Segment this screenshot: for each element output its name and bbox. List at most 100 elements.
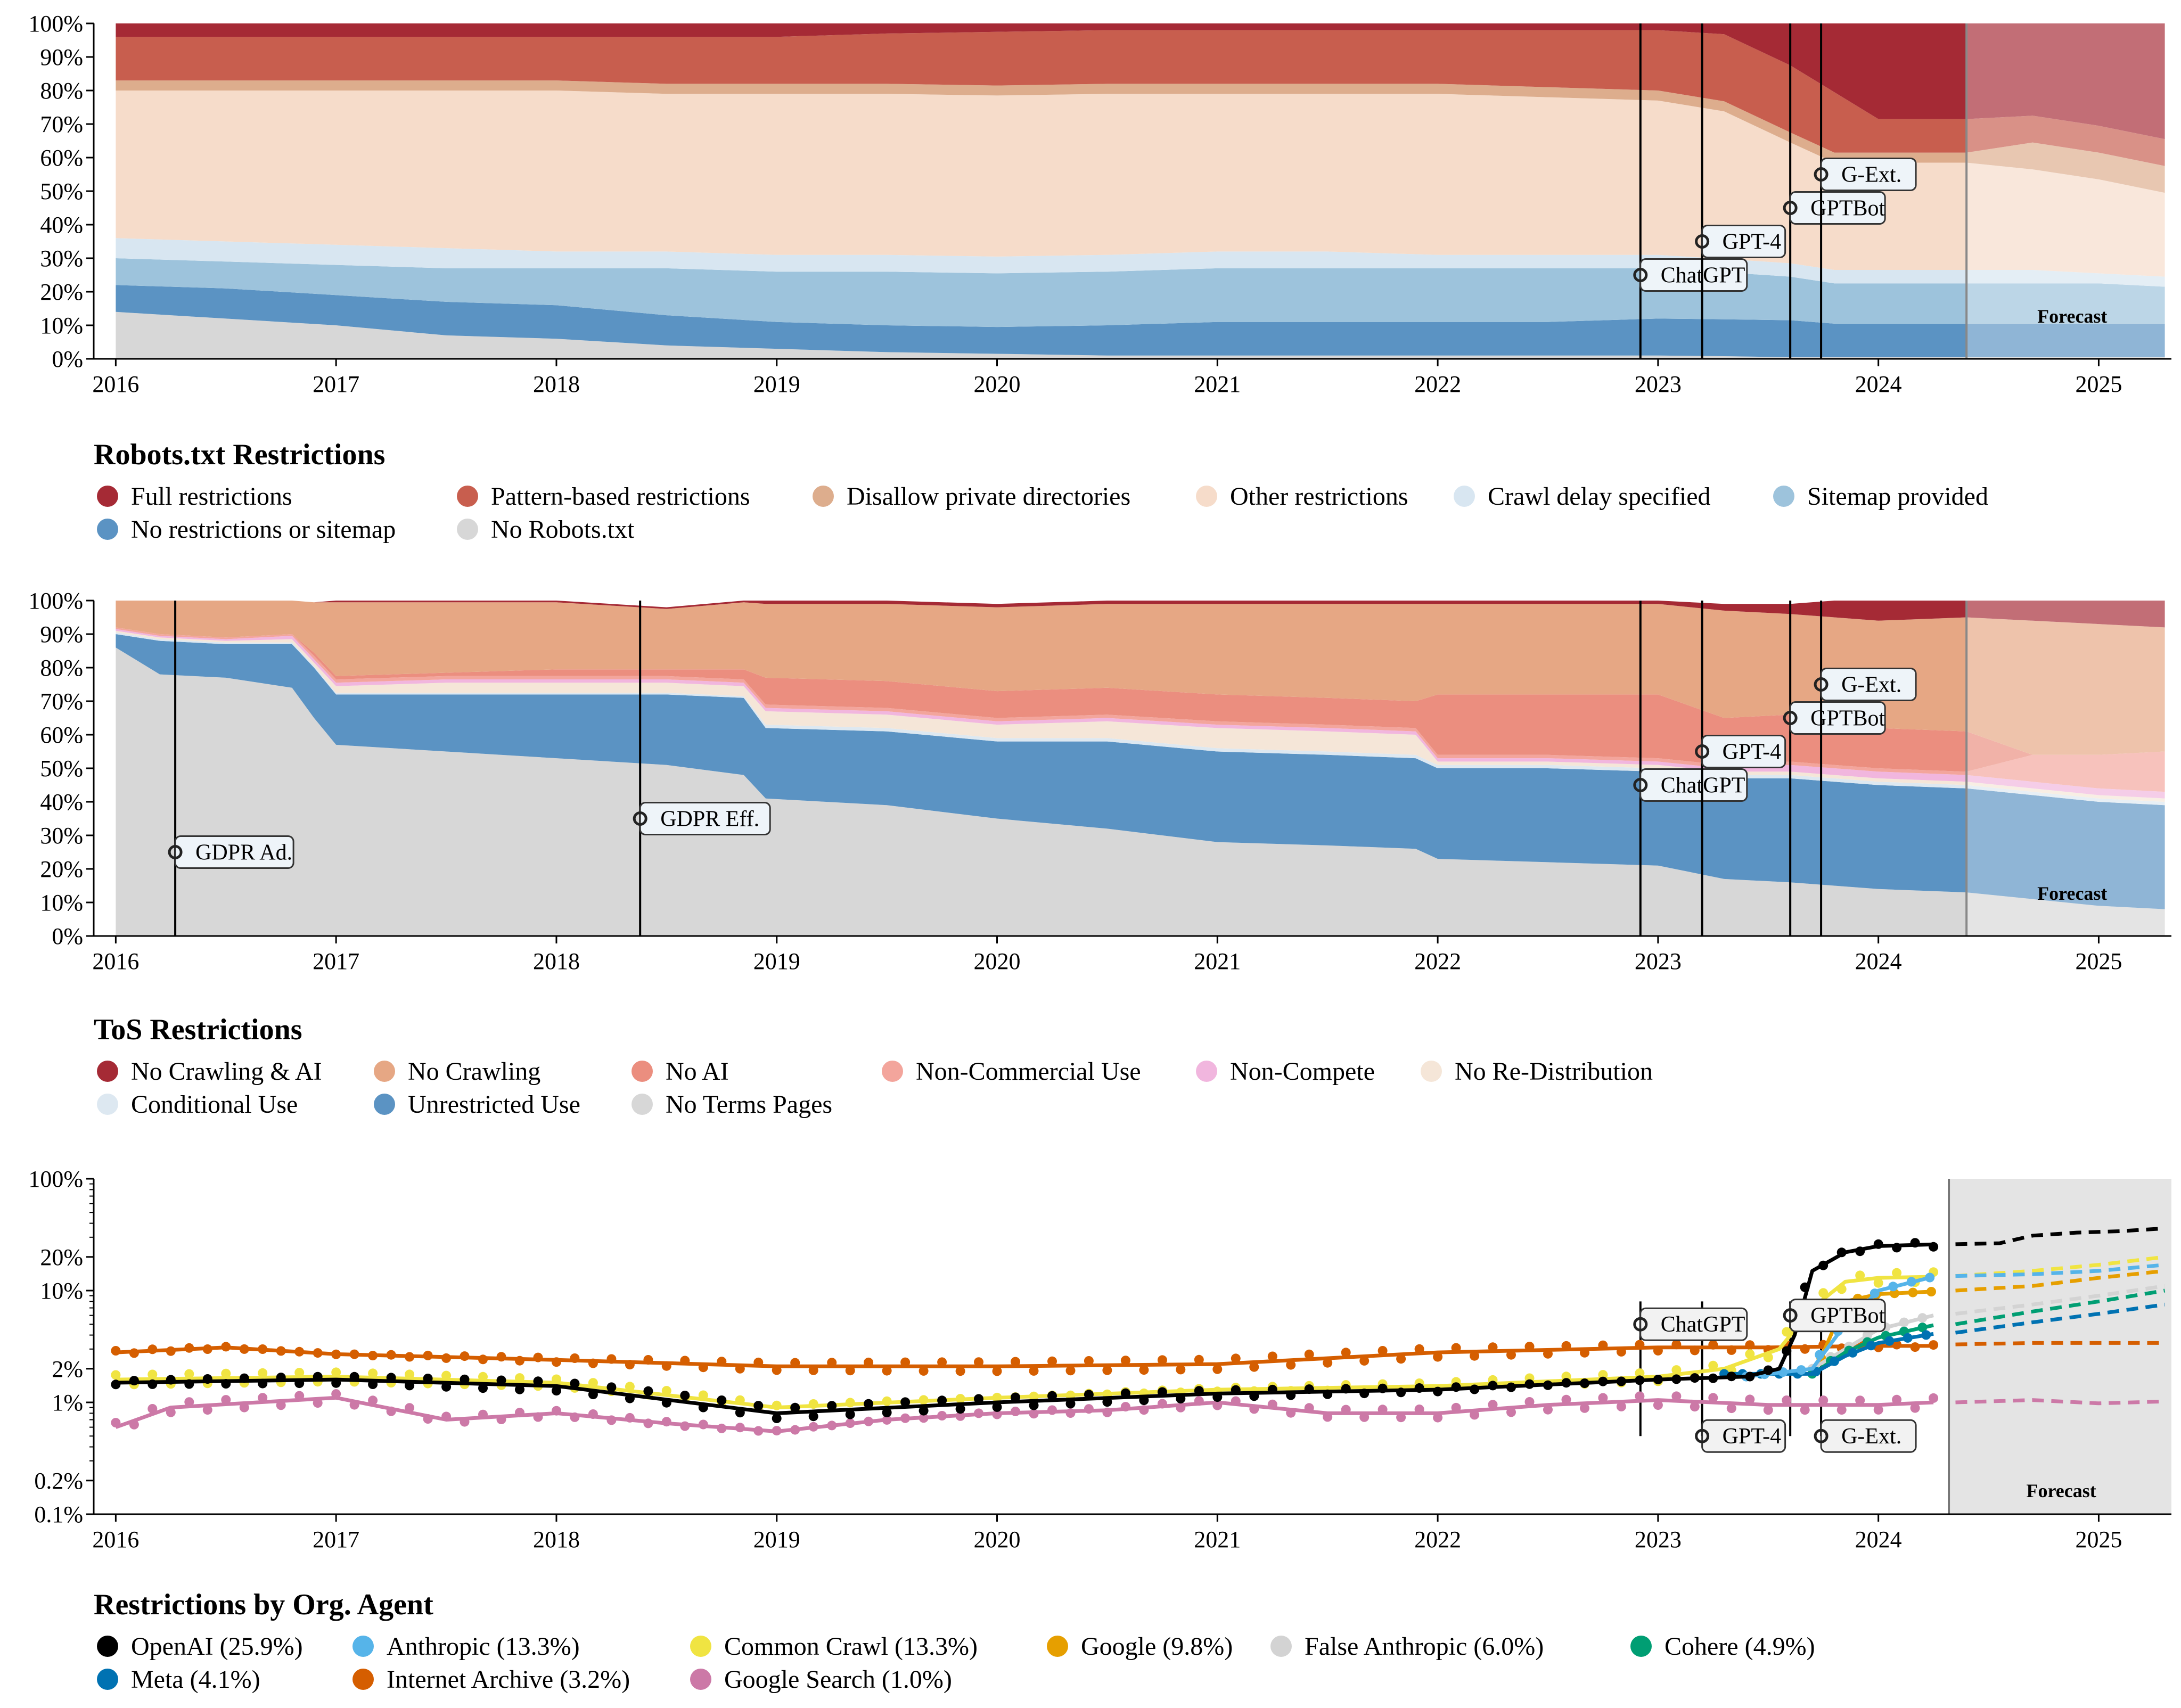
point-openai-25-9 — [1690, 1373, 1700, 1383]
point-internet-archive-3-2 — [1176, 1365, 1186, 1375]
point-openai-25-9 — [1451, 1382, 1461, 1392]
point-openai-25-9 — [1726, 1372, 1736, 1382]
point-openai-25-9 — [1267, 1384, 1277, 1394]
legend-swatch — [632, 1094, 653, 1115]
point-internet-archive-3-2 — [1341, 1348, 1351, 1358]
point-common-crawl-13-3 — [1873, 1278, 1883, 1288]
legend-swatch — [97, 1636, 118, 1657]
point-openai-25-9 — [1396, 1387, 1406, 1398]
point-google-search-1-0 — [790, 1425, 800, 1435]
point-google-search-1-0 — [1378, 1405, 1388, 1415]
area-no-crawling-ai — [116, 601, 2165, 628]
y-tick-label: 40% — [40, 212, 83, 238]
point-false-anthropic-6-0 — [1917, 1313, 1928, 1323]
point-google-search-1-0 — [919, 1413, 929, 1423]
point-internet-archive-3-2 — [1304, 1349, 1314, 1359]
point-google-search-1-0 — [1690, 1402, 1700, 1412]
point-common-crawl-13-3 — [772, 1400, 782, 1410]
point-internet-archive-3-2 — [1470, 1351, 1480, 1361]
point-google-search-1-0 — [1653, 1400, 1663, 1410]
point-common-crawl-13-3 — [1818, 1288, 1829, 1298]
point-internet-archive-3-2 — [1323, 1358, 1333, 1368]
x-tick-label: 2024 — [1855, 371, 1902, 397]
point-internet-archive-3-2 — [625, 1360, 635, 1370]
point-openai-25-9 — [1800, 1282, 1810, 1292]
point-openai-25-9 — [1671, 1374, 1682, 1384]
legend-swatch — [97, 1669, 118, 1690]
point-openai-25-9 — [478, 1383, 488, 1393]
y-tick-label: 80% — [40, 78, 83, 104]
x-tick-label: 2023 — [1635, 1526, 1682, 1553]
point-internet-archive-3-2 — [405, 1352, 415, 1362]
legend-entry: Crawl delay specified — [1488, 482, 1711, 511]
point-google-search-1-0 — [552, 1406, 561, 1416]
event-marker — [1633, 268, 1648, 282]
point-openai-25-9 — [661, 1398, 671, 1408]
x-tick-label: 2016 — [92, 371, 139, 397]
y-tick-label: 10% — [40, 890, 83, 916]
point-google-search-1-0 — [1176, 1402, 1186, 1413]
point-internet-archive-3-2 — [1102, 1365, 1112, 1375]
point-google-search-1-0 — [1855, 1395, 1865, 1406]
point-openai-25-9 — [900, 1397, 911, 1407]
event-label: GDPR Ad. — [195, 841, 292, 865]
point-google-search-1-0 — [1047, 1405, 1057, 1415]
point-anthropic-13-3 — [1815, 1350, 1825, 1360]
event-marker — [1783, 711, 1798, 725]
legend-swatch — [1047, 1636, 1068, 1657]
point-google-search-1-0 — [717, 1423, 727, 1433]
area-no-robots-txt — [116, 311, 2165, 359]
point-internet-archive-3-2 — [1065, 1366, 1076, 1376]
legend-entry: Other restrictions — [1230, 482, 1408, 511]
event-marker — [1783, 201, 1798, 215]
point-google-search-1-0 — [992, 1409, 1002, 1419]
point-google-search-1-0 — [680, 1421, 690, 1431]
y-tick-label: 90% — [40, 621, 83, 647]
point-google-search-1-0 — [1763, 1405, 1773, 1415]
point-openai-25-9 — [349, 1372, 359, 1382]
point-openai-25-9 — [1561, 1378, 1571, 1388]
point-openai-25-9 — [790, 1402, 800, 1413]
event-label: ChatGPT — [1661, 1312, 1745, 1337]
x-tick-label: 2022 — [1414, 948, 1461, 974]
point-openai-25-9 — [680, 1391, 690, 1400]
forecast-label: Forecast — [2037, 883, 2107, 904]
point-google-search-1-0 — [441, 1411, 452, 1422]
point-internet-archive-3-2 — [1084, 1356, 1094, 1366]
point-openai-25-9 — [827, 1401, 837, 1411]
point-google-search-1-0 — [478, 1409, 488, 1419]
event-label-box — [1701, 1419, 1786, 1453]
y-tick-label: 70% — [40, 111, 83, 137]
point-internet-archive-3-2 — [1561, 1341, 1571, 1351]
point-openai-25-9 — [1708, 1373, 1718, 1383]
event-label-box — [1639, 768, 1748, 802]
point-internet-archive-3-2 — [1139, 1365, 1149, 1375]
legend-entry: No restrictions or sitemap — [131, 515, 396, 544]
x-tick-label: 2025 — [2075, 1526, 2122, 1553]
point-openai-25-9 — [1176, 1394, 1186, 1404]
event-label: GPTBot — [1810, 1304, 1885, 1328]
y-tick-label: 40% — [40, 789, 83, 815]
point-openai-25-9 — [239, 1373, 249, 1383]
legend-swatch — [457, 486, 478, 507]
x-tick-label: 2019 — [753, 948, 800, 974]
point-google-search-1-0 — [1120, 1402, 1130, 1412]
area-conditional-use — [116, 632, 2165, 806]
point-internet-archive-3-2 — [680, 1356, 690, 1366]
y-tick-label: 0% — [52, 923, 83, 949]
event-label-box — [1789, 191, 1886, 225]
point-openai-25-9 — [184, 1379, 194, 1389]
forecast-region — [1966, 23, 2171, 359]
point-internet-archive-3-2 — [496, 1352, 506, 1362]
event-label-box — [1789, 701, 1886, 735]
area-other-restrictions — [116, 91, 2165, 277]
point-google-search-1-0 — [1488, 1400, 1498, 1410]
line-common-crawl-13-3 — [116, 1275, 1934, 1410]
point-internet-archive-3-2 — [1359, 1356, 1370, 1366]
point-google-9-8 — [1926, 1287, 1936, 1296]
point-google-search-1-0 — [1341, 1405, 1351, 1415]
point-openai-25-9 — [313, 1372, 323, 1382]
point-google-search-1-0 — [1029, 1409, 1039, 1419]
point-openai-25-9 — [1047, 1391, 1057, 1401]
y-tick-label: 30% — [40, 823, 83, 849]
